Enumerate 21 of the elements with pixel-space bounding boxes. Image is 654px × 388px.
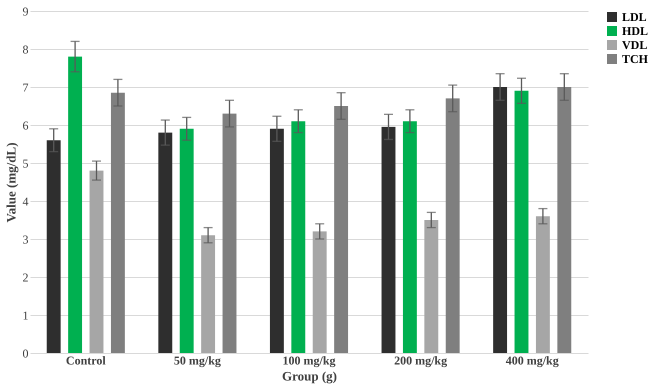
y-tick-label: 0 [22,346,28,360]
legend-label: LDL [622,10,647,24]
x-tick-label: 200 mg/kg [394,354,448,368]
x-tick-label: Control [66,354,106,368]
y-axis-title: Value (mg/dL) [4,142,18,223]
y-tick-label: 2 [22,270,28,284]
y-tick-label: 5 [22,156,28,170]
x-axis-title: Group (g) [282,368,338,384]
legend-label: VDL [622,38,648,52]
x-tick-label: 50 mg/kg [174,354,221,368]
y-tick-label: 9 [22,4,28,18]
legend-label: HDL [622,24,648,38]
y-tick-label: 1 [22,308,28,322]
y-tick-label: 7 [22,80,28,94]
y-tick-label: 6 [22,118,28,132]
x-tick-label: 400 mg/kg [506,354,559,368]
legend-label: TCH [622,52,649,66]
y-tick-label: 3 [22,232,28,246]
y-tick-label: 4 [22,194,28,208]
x-tick-label: 100 mg/kg [282,354,336,368]
y-tick-label: 8 [22,42,28,56]
